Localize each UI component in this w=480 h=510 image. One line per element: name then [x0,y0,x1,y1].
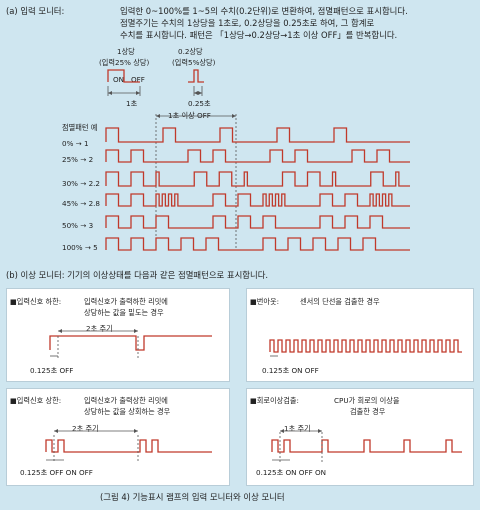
legend-one-on: ON [113,75,125,84]
legend-one-off: OFF [131,75,145,84]
pattern-row-5 [105,237,410,251]
legend-fifth-arrow-head-left [194,91,198,95]
box-2-desc2: 상당하는 값을 상회하는 경우 [84,407,171,416]
legend-fifth-sub: (입력5%상당) [172,58,216,67]
box-0-title: ■입력신호 하한: [10,297,62,306]
legend-fifth-arrow-head-right [198,91,202,95]
box-2-period-arrow-head-right [134,429,138,433]
box-0-period-arrow-head-right [134,329,138,333]
section-b-title: (b) 이상 모니터: 기기의 이상상태를 다음과 같은 점멸패턴으로 표시합니… [6,270,269,280]
box-3-period-arrow-head-right [318,429,322,433]
box-3-desc2: 검출한 경우 [350,407,386,416]
box-3-wave [271,439,462,453]
row-label-5: 100% → 5 [62,243,98,252]
box-0-wave [49,335,212,351]
box-2-desc1: 입력신호가 출력상한 리밋에 [84,396,168,405]
box-2-title: ■입력신호 상한: [10,396,62,405]
box-2-wave [45,439,212,453]
pattern-row-0 [105,127,410,143]
row-label-2: 30% → 2.2 [62,179,100,188]
box-2-off: 0.125초 OFF ON OFF [20,468,93,477]
row-label-3: 45% → 2.8 [62,199,100,208]
legend-fifth-wave [188,69,204,83]
box-3-title: ■회로이상검출: [250,396,299,405]
box-1-title: ■번아웃: [250,297,280,306]
panel-burnout [246,288,474,382]
figure-caption: (그림 4) 기능표시 램프의 입력 모니터와 이상 모니터 [100,492,285,502]
box-1-off: 0.125초 ON OFF [262,366,319,375]
gap-label: 1초 이상 OFF [168,111,211,120]
section-a-line-2: 점멸주기는 수치의 1상당을 1초로, 0.2상당을 0.25초로 하여, 그 … [120,18,375,28]
legend-one-sub: (입력25% 상당) [99,58,150,67]
box-3-off: 0.125초 ON OFF ON [256,468,327,477]
box-0-desc2: 상당하는 값을 밑도는 경우 [84,308,164,317]
section-a-title: (a) 입력 모니터: [6,6,65,16]
row-label-4: 50% → 3 [62,221,94,230]
box-0-period-arrow-head-left [58,329,62,333]
row-label-0: 0% → 1 [62,139,89,148]
box-3-period: 1초 주기 [284,424,311,433]
row-label-1: 25% → 2 [62,155,94,164]
legend-one-title: 1상당 [117,47,135,56]
box-3-desc1: CPU가 회로의 이상을 [334,396,400,405]
section-a-line-1: 입력한 0~100%를 1~5의 수치(0.2단위)로 변환하여, 점멸패턴으로… [120,6,408,16]
box-0-off: 0.125초 OFF [30,366,74,375]
pattern-row-4 [105,215,410,229]
legend-one-arrow-head-right [136,91,140,95]
legend-one-duration: 1초 [126,99,138,108]
legend-one-arrow-head-left [108,91,112,95]
gap-arrow-head-left [156,114,160,118]
legend-fifth-title: 0.2상당 [178,47,203,56]
panel-circuit-error [246,388,474,486]
box-2-period-arrow-head-left [54,429,58,433]
legend-fifth-duration: 0.25초 [188,99,211,108]
section-a-line-3: 수치를 표시합니다. 패턴은 「1상당→0.2상당→1초 이상 OFF」를 반복… [120,30,398,40]
box-0-desc1: 입력신호가 출력하한 리밋에 [84,297,168,306]
box-1-desc1: 센서의 단선을 검출한 경우 [300,297,380,306]
box-0-period: 2초 주기 [86,324,113,333]
pattern-row-3 [105,193,410,207]
legend-one-wave [107,69,140,83]
panel-input-low [6,288,230,382]
box-3-period-arrow-head-left [280,429,284,433]
pattern-row-2 [105,171,410,187]
panel-input-high [6,388,230,486]
box-1-wave [269,339,462,353]
pattern-header: 점멸패턴 예 [62,123,98,132]
gap-arrow-head-right [232,114,236,118]
box-2-period: 2초 주기 [72,424,99,433]
pattern-row-1 [105,149,410,163]
